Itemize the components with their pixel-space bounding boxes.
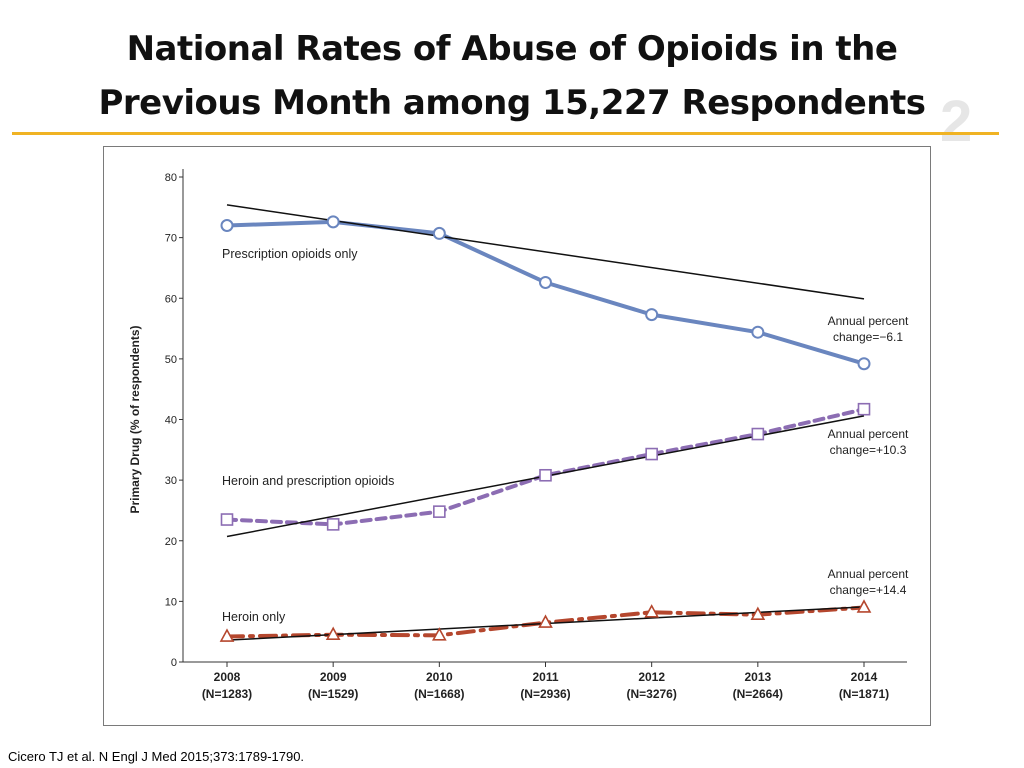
y-tick-label: 70 bbox=[165, 233, 177, 245]
x-tick-label-n: (N=2664) bbox=[733, 687, 783, 701]
annotation-line-1: Annual percent bbox=[828, 314, 909, 328]
data-point-triangle bbox=[856, 599, 872, 613]
y-tick-label: 50 bbox=[165, 354, 177, 366]
data-point-square bbox=[751, 427, 765, 441]
data-point-circle bbox=[645, 308, 659, 322]
series-label-3: Heroin only bbox=[222, 610, 286, 624]
x-tick-label-year: 2012 bbox=[638, 670, 665, 684]
data-point-circle bbox=[751, 325, 765, 339]
y-tick-label: 10 bbox=[165, 596, 177, 608]
data-point-circle bbox=[857, 357, 871, 371]
data-point-square bbox=[539, 468, 552, 482]
x-tick-label-year: 2014 bbox=[851, 670, 878, 684]
x-tick-label-n: (N=1529) bbox=[308, 687, 358, 701]
data-point-triangle bbox=[325, 626, 341, 641]
slide-title: National Rates of Abuse of Opioids in th… bbox=[0, 22, 1024, 130]
x-tick-label-n: (N=1283) bbox=[202, 687, 252, 701]
series-label-1: Prescription opioids only bbox=[222, 247, 358, 261]
y-tick-label: 30 bbox=[165, 475, 177, 487]
title-underline bbox=[12, 132, 999, 135]
citation: Cicero TJ et al. N Engl J Med 2015;373:1… bbox=[8, 749, 305, 764]
data-point-triangle bbox=[644, 604, 660, 618]
data-point-circle bbox=[220, 219, 234, 232]
title-line-2: Previous Month among 15,227 Respondents bbox=[98, 83, 926, 123]
y-axis-label: Primary Drug (% of respondents) bbox=[128, 325, 142, 513]
annotation-line-2: change=−6.1 bbox=[833, 330, 903, 344]
data-point-triangle bbox=[431, 627, 447, 641]
x-tick-label-year: 2009 bbox=[320, 670, 347, 684]
y-tick-label: 0 bbox=[171, 657, 177, 669]
line-chart: 0 10 20 30 40 50 60 70 80 Primary Drug (% of resp… bbox=[128, 169, 909, 701]
series-label-2: Heroin and prescription opioids bbox=[222, 474, 394, 488]
y-tick-label: 20 bbox=[165, 536, 177, 548]
data-point-circle bbox=[432, 226, 446, 240]
annotation-line-2: change=+14.4 bbox=[830, 583, 907, 597]
annotation-line-2: change=+10.3 bbox=[830, 443, 907, 457]
data-point-circle bbox=[539, 275, 552, 289]
annotation-line-1: Annual percent bbox=[828, 567, 909, 581]
x-tick-label-year: 2008 bbox=[214, 670, 241, 684]
x-tick-label-n: (N=3276) bbox=[626, 687, 676, 701]
data-point-square bbox=[220, 513, 234, 526]
data-point-circle bbox=[326, 215, 340, 229]
data-point-triangle bbox=[538, 614, 553, 628]
series-line-2 bbox=[225, 407, 866, 527]
x-tick-label-n: (N=2936) bbox=[520, 687, 570, 701]
chart-frame: 0 10 20 30 40 50 60 70 80 Primary Drug (% of resp… bbox=[103, 146, 931, 726]
x-tick-label-n: (N=1871) bbox=[839, 687, 889, 701]
series-line-1 bbox=[225, 219, 866, 366]
x-tick-label-year: 2010 bbox=[426, 670, 453, 684]
data-point-triangle bbox=[219, 628, 235, 642]
y-tick-label: 80 bbox=[165, 172, 177, 184]
title-line-1: National Rates of Abuse of Opioids in th… bbox=[126, 29, 898, 69]
data-point-triangle bbox=[750, 606, 766, 621]
x-tick-label-year: 2011 bbox=[532, 670, 558, 684]
watermark-numeral: 2 bbox=[940, 89, 973, 154]
y-tick-label: 40 bbox=[165, 415, 177, 427]
annotation-line-1: Annual percent bbox=[828, 427, 909, 441]
data-point-square bbox=[433, 505, 446, 518]
data-point-square bbox=[857, 402, 871, 416]
y-tick-label: 60 bbox=[165, 293, 177, 305]
x-tick-label-n: (N=1668) bbox=[414, 687, 464, 701]
data-point-square bbox=[326, 518, 340, 531]
data-point-square bbox=[645, 447, 658, 461]
x-tick-label-year: 2013 bbox=[744, 670, 771, 684]
